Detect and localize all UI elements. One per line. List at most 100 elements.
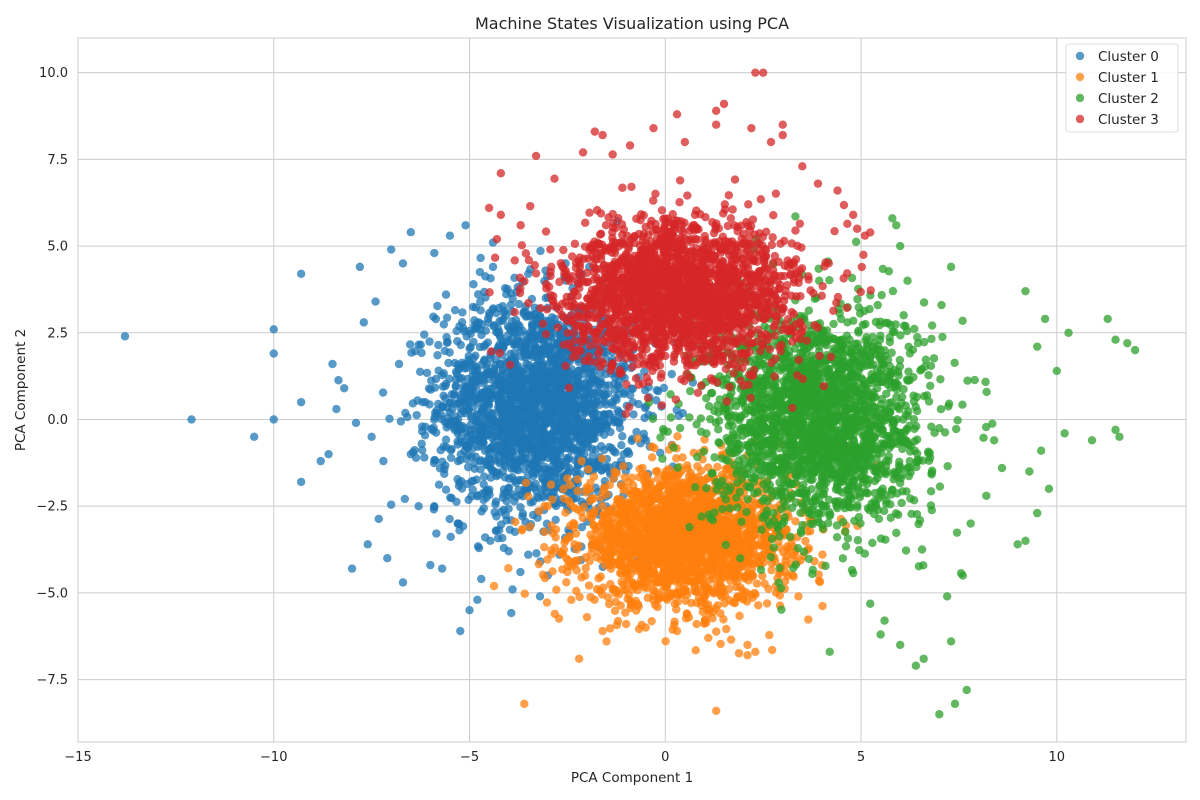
data-point [485,449,495,458]
data-point [818,550,827,559]
data-point [595,400,604,410]
data-point [854,326,863,336]
data-point [415,367,425,377]
data-point [735,611,744,621]
data-point [521,312,530,321]
data-point [552,585,561,595]
data-point [515,437,524,447]
data-point [721,540,730,550]
data-point [821,561,830,571]
data-point [492,468,502,477]
data-point [492,526,501,535]
data-point [456,455,465,465]
data-point [612,469,621,478]
data-point [618,432,627,441]
data-point [355,262,365,272]
data-point [596,493,605,502]
data-point [851,237,861,247]
data-point [328,359,337,369]
data-point [379,456,388,466]
data-point [511,339,521,349]
data-point [506,349,515,359]
data-point [501,510,510,520]
data-point [557,404,567,414]
data-point [592,527,602,536]
data-point [406,449,415,459]
data-point [648,414,658,424]
data-point [497,393,506,402]
data-point [532,348,541,357]
data-point [444,358,453,368]
data-point [670,617,679,626]
data-point [644,540,653,549]
data-point [818,601,827,611]
data-point [568,421,577,431]
data-point [491,497,501,506]
data-point [685,577,694,586]
data-point [502,446,511,455]
data-point [641,623,650,632]
data-point [919,561,928,570]
data-point [692,598,701,607]
data-point [576,403,585,412]
data-point [549,355,558,365]
data-point [612,500,621,509]
data-point [430,501,439,511]
data-point [469,337,478,347]
data-point [701,616,710,625]
data-point [460,364,470,373]
data-point [543,555,552,564]
data-point [927,334,936,344]
data-point [903,276,912,285]
data-point [563,455,573,464]
data-point [487,426,496,436]
data-point [855,545,864,555]
data-point [598,626,607,636]
data-point [632,427,641,437]
data-point [551,533,560,542]
data-point [640,520,650,529]
data-point [425,400,434,409]
data-point [465,606,474,615]
data-point [505,390,515,399]
data-point [492,327,501,337]
data-point [644,532,654,542]
data-point [602,637,611,646]
data-point [570,408,579,417]
data-point [613,406,622,415]
data-point [588,407,597,416]
data-point [667,369,676,379]
data-point [599,525,609,535]
data-point [541,392,550,402]
data-point [546,447,556,456]
data-point [743,640,752,650]
data-point [631,514,641,523]
data-point [574,654,584,663]
data-point [804,615,813,624]
data-point [432,529,441,538]
data-point [514,485,523,495]
data-point [569,518,578,528]
data-point [406,228,415,237]
data-point [324,449,333,459]
data-point [430,415,439,424]
data-point [577,573,586,582]
data-point [670,498,679,507]
data-point [524,438,533,447]
data-point [549,456,558,465]
data-point [476,414,485,424]
data-point [422,368,432,378]
data-point [575,592,584,602]
data-point [583,458,593,468]
data-point [532,397,541,406]
data-point [765,630,774,640]
data-point [635,534,644,544]
data-point [464,406,473,416]
data-point [475,267,485,277]
data-point [688,549,697,559]
data-point [586,379,596,388]
data-point [584,465,593,474]
data-point [698,526,707,535]
data-point [453,519,462,528]
data-point [296,397,306,407]
